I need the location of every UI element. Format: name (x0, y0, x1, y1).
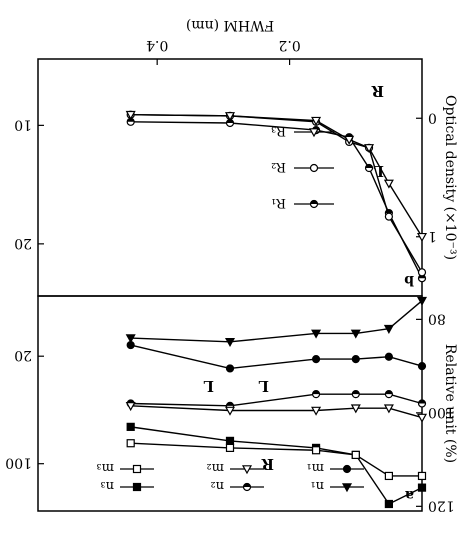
data-point (417, 483, 427, 492)
right-tick-label: 20 (14, 347, 32, 363)
y-axis-label: Optical density (×10⁻³) (442, 95, 458, 260)
y-axis-label: Relative unit (%) (442, 344, 458, 463)
data-point-fill (127, 118, 135, 122)
legend-marker (309, 163, 319, 173)
data-point (225, 436, 235, 445)
annotation-r: R (261, 455, 274, 473)
data-point (126, 340, 135, 350)
annotation-l: L (203, 377, 214, 395)
annotation-l: L (373, 162, 384, 180)
data-point (384, 499, 393, 509)
data-point-fill (418, 400, 426, 404)
data-point (383, 404, 394, 414)
data-point-fill (312, 390, 320, 395)
series-line-3 (130, 393, 423, 407)
legend-label: n₂ (210, 478, 224, 493)
legend-marker (132, 482, 142, 492)
data-point-fill (385, 390, 393, 395)
series-line-5 (130, 426, 423, 505)
data-point (125, 334, 136, 344)
data-point (311, 329, 322, 339)
data-point (417, 362, 427, 371)
legend-label: R₂ (271, 159, 286, 174)
data-point (311, 406, 322, 416)
legend-marker-fill (310, 200, 318, 204)
data-point (417, 268, 427, 277)
data-point (224, 112, 236, 122)
data-point (224, 338, 236, 348)
annotation-l: L (258, 377, 269, 395)
data-point-fill (226, 402, 234, 406)
data-point-fill (365, 164, 373, 169)
legend-marker (308, 128, 320, 138)
right-tick-label: 20 (14, 235, 32, 251)
data-point-fill (226, 119, 234, 123)
y-tick-label: 80 (428, 310, 446, 326)
data-point (384, 212, 393, 221)
data-point (126, 439, 135, 448)
data-point (350, 404, 361, 414)
legend-marker-fill (243, 483, 251, 487)
legend-label: m₃ (96, 460, 114, 475)
y-tick-label: 120 (428, 497, 455, 513)
data-point-fill (352, 390, 360, 395)
legend-marker (341, 483, 353, 493)
legend-label: m₁ (306, 460, 324, 475)
data-point (384, 471, 393, 481)
data-point (311, 354, 321, 364)
data-point (383, 324, 394, 334)
right-tick-label: 100 (5, 455, 32, 471)
data-point (344, 135, 355, 145)
x-tick-label: 0.4 (146, 37, 168, 53)
data-point (417, 471, 427, 481)
panel-label: b (404, 272, 414, 288)
annotation-r: R (371, 82, 384, 100)
series-line-1 (130, 300, 423, 343)
data-point (351, 450, 360, 460)
plot-frame (37, 58, 423, 297)
legend-label: R₁ (271, 195, 286, 210)
y-tick-label: 100 (428, 404, 455, 420)
legend-label: n₃ (100, 478, 114, 493)
right-tick-label: 10 (14, 116, 32, 132)
series-line-2 (130, 344, 423, 370)
data-point (311, 116, 322, 126)
data-point (125, 110, 136, 120)
data-point (350, 329, 361, 339)
legend-label: R₃ (271, 123, 286, 138)
data-point (364, 144, 375, 154)
legend-marker (132, 464, 142, 474)
panel-b: 0 1 10 20 0.2 0.4 FWHM (nm) Optical density (×1… (14, 17, 458, 297)
legend-label: m₂ (206, 460, 224, 475)
data-point (225, 443, 235, 453)
y-tick-label: 1 (428, 228, 437, 244)
data-point (311, 446, 321, 455)
data-point (126, 422, 135, 431)
series-line-6 (130, 442, 422, 477)
data-point (416, 232, 428, 242)
data-point (351, 354, 360, 364)
x-axis-label: FWHM (nm) (186, 17, 274, 33)
data-point (383, 179, 394, 189)
series-line-4 (130, 405, 423, 419)
legend-label: n₁ (310, 478, 324, 493)
rotated-figure: 0 1 10 20 0.2 0.4 FWHM (nm) Optical density (×1… (5, 17, 458, 513)
data-point (416, 296, 428, 306)
data-point (225, 364, 235, 373)
panel-label: a (405, 487, 414, 503)
y-tick-label: 0 (428, 109, 437, 125)
x-tick-label: 0.2 (278, 37, 300, 53)
legend-marker (342, 464, 352, 474)
legend-marker (241, 465, 253, 475)
data-point (224, 406, 236, 416)
data-point (125, 402, 136, 412)
data-point (416, 413, 428, 423)
data-point (384, 352, 393, 361)
